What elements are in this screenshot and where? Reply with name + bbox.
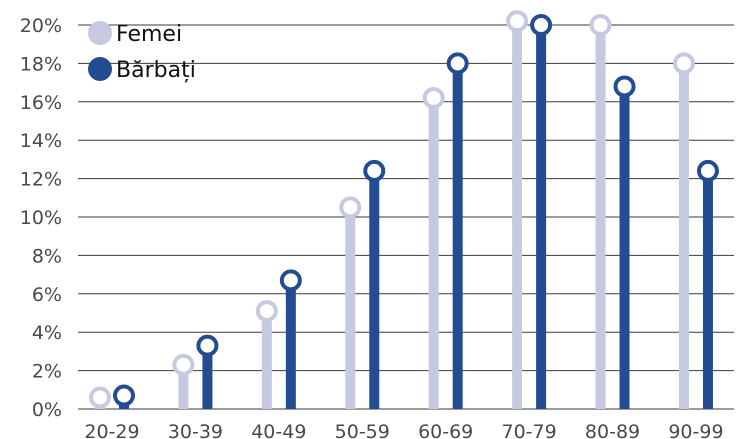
marker-femei [672, 52, 695, 75]
legend-barbati-label: Bărbați [116, 58, 196, 83]
marker-barbati [279, 269, 302, 292]
marker-femei [589, 14, 612, 36]
bar-barbati [536, 25, 547, 409]
legend-femei-label: Femei [116, 22, 182, 47]
marker-femei [422, 86, 445, 109]
marker-femei [89, 386, 111, 409]
x-tick-label: 50-59 [335, 421, 390, 439]
y-tick-label: 14% [20, 130, 62, 152]
y-tick-label: 0% [32, 399, 62, 421]
bars [89, 10, 719, 410]
marker-femei [339, 196, 362, 219]
legend-barbati-swatch [88, 57, 112, 81]
x-tick-label: 20-29 [84, 421, 139, 439]
bar-femei [595, 25, 606, 409]
y-tick-label: 10% [20, 207, 62, 229]
y-tick-label: 18% [20, 53, 62, 75]
x-tick-label: 30-39 [168, 421, 223, 439]
y-tick-label: 6% [32, 284, 62, 306]
legend: Femei Bărbați [88, 21, 196, 83]
marker-barbati [113, 384, 135, 407]
bar-barbati [285, 280, 296, 409]
y-tick-label: 12% [20, 169, 62, 191]
y-tick-label: 2% [32, 361, 62, 383]
bar-barbati [452, 63, 463, 410]
marker-femei [172, 353, 195, 376]
y-tick-label: 4% [32, 322, 62, 344]
bar-barbati [202, 345, 213, 409]
marker-barbati [696, 159, 719, 182]
marker-barbati [613, 75, 636, 98]
marker-barbati [363, 159, 386, 182]
x-tick-label: 70-79 [501, 421, 556, 439]
x-tick-label: 80-89 [585, 421, 640, 439]
bar-femei [178, 364, 189, 409]
y-tick-label: 16% [20, 92, 62, 114]
x-tick-label: 60-69 [418, 421, 473, 439]
x-tick-label: 90-99 [668, 421, 723, 439]
marker-barbati [530, 14, 553, 36]
y-tick-label: 8% [32, 245, 62, 267]
bar-barbati [619, 86, 630, 409]
y-tick-label: 20% [20, 15, 62, 37]
marker-barbati [446, 52, 469, 75]
x-tick-label: 40-49 [251, 421, 306, 439]
bar-femei [428, 97, 439, 410]
bar-femei [512, 21, 523, 409]
bar-femei [261, 311, 272, 409]
y-axis-ticks: 0% 2% 4% 6% 8% 10% 12% 14% 16% 18% 20% [20, 15, 62, 421]
marker-femei [506, 10, 529, 33]
bar-barbati [369, 170, 380, 409]
bar-femei [678, 63, 689, 410]
marker-femei [255, 300, 278, 323]
marker-barbati [196, 334, 219, 357]
x-axis-ticks: 20-29 30-39 40-49 50-59 60-69 70-79 80-89 90-99 [84, 421, 723, 439]
bar-barbati [702, 170, 713, 409]
bar-femei [345, 207, 356, 409]
legend-femei-swatch [88, 21, 112, 45]
